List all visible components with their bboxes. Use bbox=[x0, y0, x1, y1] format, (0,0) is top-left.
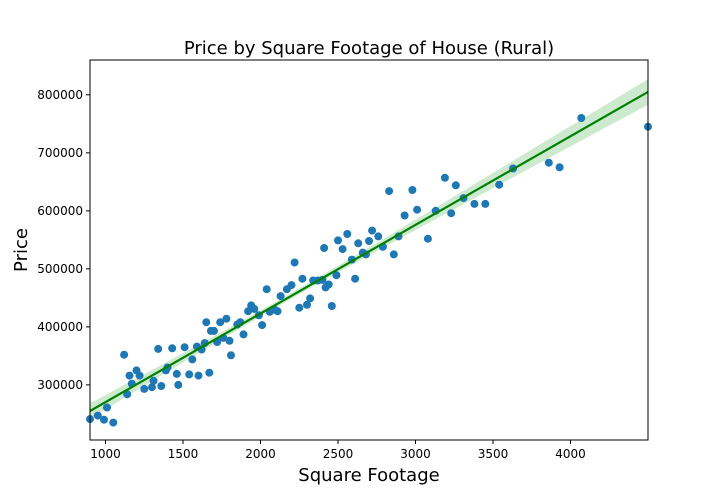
data-point bbox=[451, 181, 460, 190]
data-point bbox=[250, 304, 259, 313]
data-point bbox=[188, 355, 197, 364]
data-point bbox=[109, 418, 118, 427]
data-point bbox=[343, 230, 352, 238]
data-point bbox=[140, 384, 149, 393]
data-point bbox=[262, 285, 271, 294]
data-point bbox=[216, 318, 225, 327]
data-point bbox=[258, 321, 267, 330]
data-point bbox=[400, 211, 409, 220]
regression-line bbox=[89, 90, 649, 412]
data-point bbox=[385, 187, 394, 196]
data-point bbox=[148, 383, 156, 392]
data-point bbox=[194, 371, 203, 380]
data-point bbox=[544, 158, 553, 167]
data-point bbox=[320, 244, 329, 252]
data-point bbox=[273, 307, 282, 316]
plot-frame bbox=[89, 59, 649, 441]
data-point bbox=[368, 226, 377, 235]
data-point bbox=[295, 303, 304, 312]
data-point bbox=[149, 376, 158, 385]
y-axis: 300000 400000 500000 600000 700000 800000 bbox=[37, 88, 90, 392]
chart-title: Price by Square Footage of House (Rural) bbox=[184, 38, 554, 59]
data-point bbox=[172, 369, 181, 378]
data-point bbox=[334, 236, 342, 245]
data-point bbox=[210, 326, 218, 335]
data-point bbox=[120, 350, 129, 359]
data-point bbox=[185, 370, 194, 379]
data-point bbox=[225, 336, 234, 345]
data-point bbox=[174, 380, 183, 389]
data-point bbox=[180, 343, 189, 352]
data-point bbox=[351, 274, 360, 283]
confidence-band bbox=[90, 79, 648, 419]
data-point bbox=[374, 232, 383, 241]
data-point bbox=[227, 351, 235, 360]
confidence-band-layer bbox=[90, 79, 648, 419]
y-tick-label: 400000 bbox=[37, 320, 83, 334]
data-point bbox=[276, 292, 285, 301]
data-point bbox=[290, 258, 299, 267]
data-point bbox=[154, 344, 163, 353]
y-tick-label: 700000 bbox=[37, 146, 83, 160]
data-point bbox=[287, 281, 296, 290]
data-point bbox=[202, 318, 211, 327]
data-point bbox=[447, 209, 456, 218]
y-axis-title: Price bbox=[11, 228, 32, 272]
y-tick-label: 500000 bbox=[37, 262, 83, 276]
data-point bbox=[303, 300, 311, 309]
data-point bbox=[338, 245, 347, 254]
x-tick-label: 3000 bbox=[400, 447, 431, 461]
data-point bbox=[306, 294, 315, 303]
data-point bbox=[470, 199, 479, 208]
x-tick-label: 2500 bbox=[323, 447, 354, 461]
data-point bbox=[239, 330, 248, 339]
data-point bbox=[205, 368, 214, 377]
x-tick-label: 2000 bbox=[245, 447, 276, 461]
y-tick-label: 600000 bbox=[37, 204, 83, 218]
data-point bbox=[123, 390, 132, 399]
data-point bbox=[332, 271, 341, 280]
regression-line-layer bbox=[89, 90, 649, 412]
data-point bbox=[135, 371, 144, 380]
y-tick-label: 300000 bbox=[37, 378, 83, 392]
x-axis-title: Square Footage bbox=[298, 465, 439, 486]
data-point bbox=[222, 314, 231, 323]
data-point bbox=[168, 344, 177, 353]
data-point bbox=[555, 163, 564, 172]
x-axis: 1000 1500 2000 2500 3000 3500 4000 bbox=[90, 440, 586, 461]
data-point bbox=[298, 274, 307, 283]
x-tick-label: 3500 bbox=[478, 447, 509, 461]
data-point bbox=[577, 114, 586, 122]
y-tick-label: 800000 bbox=[37, 88, 83, 102]
data-point bbox=[354, 239, 363, 248]
data-point bbox=[103, 403, 111, 412]
data-point bbox=[408, 186, 417, 194]
data-point bbox=[125, 371, 134, 380]
x-tick-label: 4000 bbox=[555, 447, 586, 461]
data-point bbox=[413, 205, 422, 214]
data-point bbox=[365, 237, 373, 245]
x-tick-label: 1000 bbox=[90, 447, 121, 461]
data-point bbox=[327, 302, 336, 310]
data-point bbox=[100, 415, 108, 424]
data-point bbox=[157, 382, 166, 390]
data-point bbox=[481, 199, 490, 208]
data-point bbox=[389, 250, 398, 259]
x-tick-label: 1500 bbox=[168, 447, 199, 461]
data-point bbox=[93, 411, 102, 420]
data-point bbox=[423, 234, 432, 243]
data-point bbox=[495, 180, 504, 189]
points-layer bbox=[86, 114, 652, 427]
data-point bbox=[440, 173, 449, 182]
data-point bbox=[324, 280, 333, 289]
